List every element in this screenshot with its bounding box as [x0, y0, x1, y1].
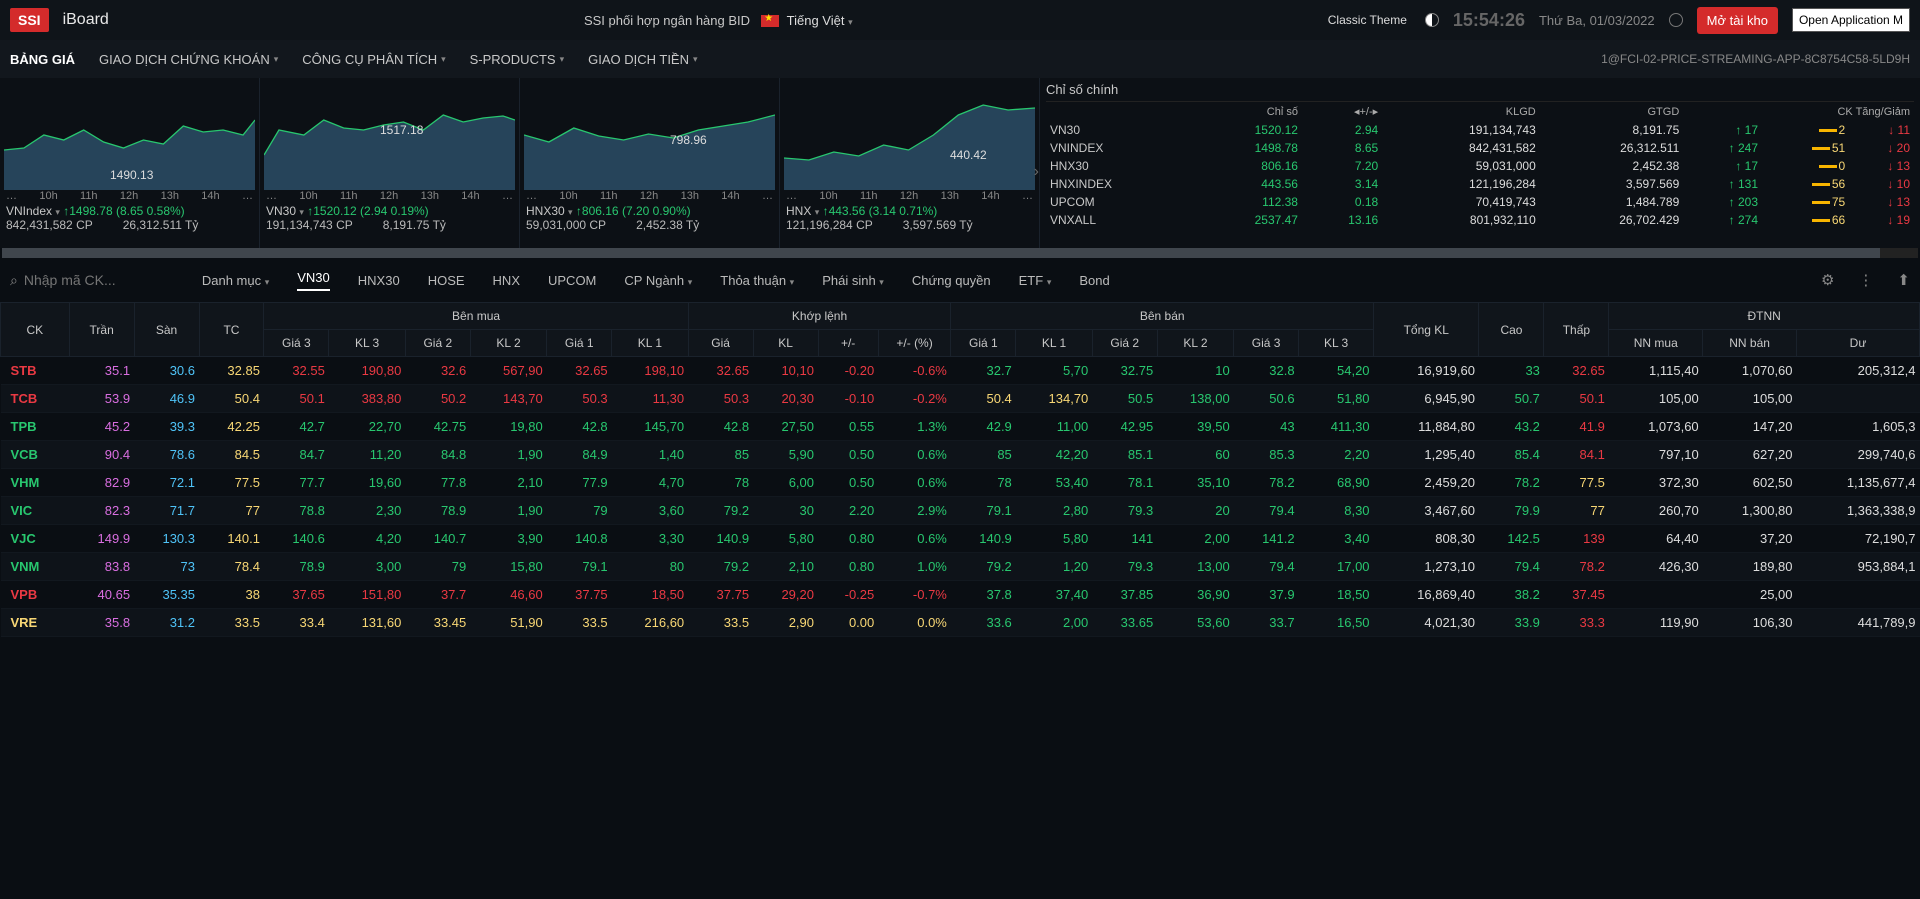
filter-tab[interactable]: HOSE [428, 273, 465, 288]
nav-status-text: 1@FCI-02-PRICE-STREAMING-APP-8C8754C58-5… [1601, 52, 1910, 66]
header-center: SSI phối hợp ngân hàng BID Tiếng Việt ▾ [123, 13, 1314, 28]
theme-toggle-icon[interactable] [1425, 13, 1439, 27]
main-index-panel: Chỉ số chính Chỉ số◂+/-▸KLGDGTGDCK Tăng/… [1040, 78, 1920, 248]
gear-icon[interactable]: ⚙ [1821, 271, 1834, 289]
filter-bar: ⌕ Danh mục ▾ VN30 HNX30 HOSE HNX UPCOM CP Ngàn… [0, 258, 1920, 302]
stock-row[interactable]: TCB 53.9 46.9 50.4 50.1383,80 50.2143,70… [1, 385, 1920, 413]
nav-item[interactable]: CÔNG CỤ PHÂN TÍCH ▾ [302, 52, 445, 67]
index-strip: 1490.13 …10h11h12h13h14h… VNIndex ▾ ↑149… [0, 78, 1920, 248]
filter-tab[interactable]: UPCOM [548, 273, 596, 288]
filter-tab[interactable]: HNX30 [358, 273, 400, 288]
index-chart-card[interactable]: 440.42 …10h11h12h13h14h… HNX ▾ ↑443.56 (… [780, 78, 1040, 248]
filter-tab[interactable]: Chứng quyền [912, 273, 991, 288]
tooltip: Open Application M [1792, 8, 1910, 32]
stock-row[interactable]: TPB 45.2 39.3 42.25 42.722,70 42.7519,80… [1, 413, 1920, 441]
search-icon: ⌕ [10, 272, 18, 289]
more-icon[interactable]: ⋮ [1858, 271, 1873, 289]
stock-row[interactable]: VPB 40.65 35.35 38 37.65151,80 37.746,60… [1, 581, 1920, 609]
filter-tab[interactable]: Thỏa thuận ▾ [720, 273, 794, 288]
index-panel-title: Chỉ số chính [1046, 78, 1914, 102]
stock-row[interactable]: VRE 35.8 31.2 33.5 33.4131,60 33.4551,90… [1, 609, 1920, 637]
filter-tab[interactable]: Bond [1079, 273, 1109, 288]
stock-row[interactable]: VJC 149.9 130.3 140.1 140.64,20 140.73,9… [1, 525, 1920, 553]
brand-name: iBoard [63, 11, 109, 29]
flag-icon [761, 15, 779, 27]
filter-tab[interactable]: HNX [493, 273, 520, 288]
filter-tab[interactable]: Phái sinh ▾ [822, 273, 884, 288]
index-chart-card[interactable]: 798.96 …10h11h12h13h14h… HNX30 ▾ ↑806.16… [520, 78, 780, 248]
theme-label[interactable]: Classic Theme [1328, 13, 1407, 27]
header-promo: SSI phối hợp ngân hàng BID [584, 13, 750, 28]
index-chart-card[interactable]: 1490.13 …10h11h12h13h14h… VNIndex ▾ ↑149… [0, 78, 260, 248]
stock-row[interactable]: STB 35.1 30.6 32.85 32.55190,80 32.6567,… [1, 357, 1920, 385]
open-account-button[interactable]: Mở tài kho [1697, 7, 1778, 34]
main-nav: BẢNG GIÁ GIAO DỊCH CHỨNG KHOÁN ▾ CÔNG CỤ P… [0, 40, 1920, 78]
language-selector[interactable]: Tiếng Việt ▾ [787, 13, 853, 28]
main-index-table: Chỉ số◂+/-▸KLGDGTGDCK Tăng/Giảm VN30 152… [1046, 102, 1914, 229]
notification-icon[interactable] [1669, 13, 1683, 27]
chart-next-arrow[interactable]: › [1034, 163, 1039, 181]
logo: SSI [10, 8, 49, 32]
filter-tab[interactable]: Danh mục ▾ [202, 273, 269, 288]
index-chart-card[interactable]: 1517.18 …10h11h12h13h14h… VN30 ▾ ↑1520.1… [260, 78, 520, 248]
stock-price-table: CKTrầnSànTC Bên mua Khớp lệnh Bên bán Tổ… [0, 302, 1920, 637]
filter-tab[interactable]: ETF ▾ [1019, 273, 1052, 288]
lang-label: Tiếng Việt [787, 13, 845, 28]
clock: 15:54:26 [1453, 10, 1525, 31]
nav-item[interactable]: GIAO DỊCH TIỀN ▾ [588, 52, 697, 67]
stock-row[interactable]: VHM 82.9 72.1 77.5 77.719,60 77.82,10 77… [1, 469, 1920, 497]
nav-item[interactable]: GIAO DỊCH CHỨNG KHOÁN ▾ [99, 52, 278, 67]
horizontal-scrollbar[interactable] [2, 248, 1918, 258]
nav-item[interactable]: BẢNG GIÁ [10, 52, 75, 67]
filter-tab[interactable]: VN30 [297, 270, 330, 291]
nav-item[interactable]: S-PRODUCTS ▾ [470, 52, 564, 67]
search-input[interactable] [24, 272, 174, 288]
up-arrow-icon[interactable]: ⬆ [1897, 271, 1910, 289]
date: Thứ Ba, 01/03/2022 [1539, 13, 1655, 28]
stock-row[interactable]: VIC 82.3 71.7 77 78.82,30 78.91,90 793,6… [1, 497, 1920, 525]
stock-row[interactable]: VCB 90.4 78.6 84.5 84.711,20 84.81,90 84… [1, 441, 1920, 469]
stock-row[interactable]: VNM 83.8 73 78.4 78.93,00 7915,80 79.180… [1, 553, 1920, 581]
filter-tab[interactable]: CP Ngành ▾ [624, 273, 692, 288]
